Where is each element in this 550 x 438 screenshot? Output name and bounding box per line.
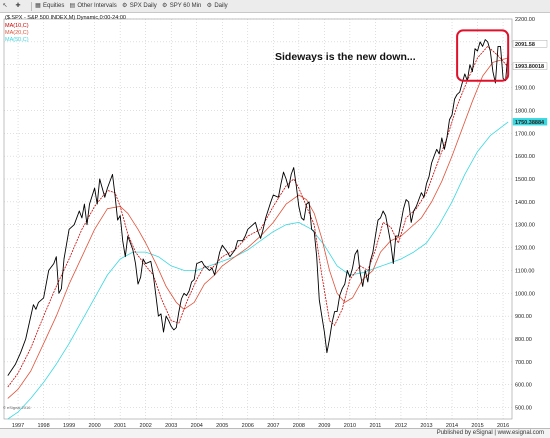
x-tick-label: 2014 [446, 423, 458, 428]
x-tick-label: 2006 [242, 423, 254, 428]
y-tick-label: 2200.00 [515, 17, 535, 23]
legend-entry: MA(10,C) [5, 23, 29, 29]
y-tick-label: 1200.00 [515, 246, 535, 252]
price-tag-label: 2091.58 [515, 42, 535, 48]
x-tick-label: 2000 [88, 423, 100, 428]
toolbar-item-other-intervals[interactable]: ▤ Other Intervals [69, 3, 117, 9]
toolbar-cursor-button[interactable]: ↖ [2, 3, 10, 9]
toolbar-item-label: Equities [43, 3, 65, 9]
chart-toolbar: ↖ ✚ ▦ Equities ▤ Other Intervals ⚙ SPX D… [0, 0, 550, 13]
x-tick-label: 2005 [216, 423, 228, 428]
price-labels: 2091.58 1993.80018 1750.38884 [512, 40, 548, 126]
price-tag-label: 1993.80018 [515, 64, 544, 70]
intervals-icon: ▤ [69, 3, 76, 9]
series-layer [7, 39, 509, 420]
chart-annotation: Sideways is the new down... [275, 51, 416, 63]
toolbar-separator [31, 1, 32, 11]
x-tick-label: 2013 [420, 423, 432, 428]
x-tick-label: 2012 [395, 423, 407, 428]
x-axis: 1997 1998 1999 2000 2001 2002 2003 2004 2005 2006… [12, 423, 509, 429]
x-tick-label: 1998 [37, 423, 49, 428]
gear-icon: ⚙ [122, 3, 128, 9]
chart-frame: 500.00 600.00 700.00 800.00 900.00 1000.00 110… [0, 13, 550, 429]
x-tick-label: 1997 [12, 423, 24, 428]
x-tick-label: 1999 [63, 423, 75, 428]
cursor-icon: ↖ [2, 3, 8, 9]
y-tick-label: 1900.00 [515, 86, 535, 92]
legend-entry: MA(50,C) [5, 37, 29, 43]
toolbar-item-label: SPY 60 Min [169, 3, 202, 9]
toolbar-item-daily[interactable]: ⚙ Daily [206, 3, 228, 9]
toolbar-item-label: Other Intervals [77, 3, 117, 9]
gear-icon: ⚙ [162, 3, 168, 9]
crosshair-icon: ✚ [15, 3, 21, 9]
x-tick-label: 2011 [370, 423, 382, 428]
watermark: © eSignal 2016 [3, 405, 31, 410]
x-tick-label: 2010 [344, 423, 356, 428]
price-chart[interactable]: 500.00 600.00 700.00 800.00 900.00 1000.00 110… [0, 13, 550, 429]
plot-border [3, 18, 513, 420]
x-tick-label: 2004 [191, 423, 203, 428]
x-tick-label: 2007 [267, 423, 279, 428]
y-tick-label: 1100.00 [515, 268, 534, 274]
y-tick-label: 500.00 [515, 406, 532, 412]
toolbar-crosshair-button[interactable]: ✚ [15, 3, 23, 9]
series-line-ma-10-c [7, 46, 509, 388]
y-tick-label: 1600.00 [515, 154, 535, 160]
x-tick-label: 2016 [497, 423, 509, 428]
toolbar-item-label: Daily [214, 3, 228, 9]
price-tag: 1993.80018 [512, 62, 548, 70]
series-line-ma-50-c [7, 121, 509, 420]
toolbar-item-label: SPX Daily [129, 3, 157, 9]
highlight-box [456, 29, 510, 82]
publisher-credit: Published by eSignal | www.esignal.com [436, 430, 544, 436]
y-tick-label: 1400.00 [515, 200, 535, 206]
toolbar-item-spy-60min[interactable]: ⚙ SPY 60 Min [162, 3, 202, 9]
y-axis: 500.00 600.00 700.00 800.00 900.00 1000.00 110… [515, 17, 535, 412]
chart-grid [3, 18, 513, 420]
legend-entry: MA(20,C) [5, 30, 29, 36]
y-tick-label: 1700.00 [515, 131, 535, 137]
price-tag: 1750.38884 [512, 118, 548, 126]
x-tick-label: 2015 [471, 423, 483, 428]
chart-legend: MA(10,C)MA(20,C)MA(50,C) [5, 23, 29, 43]
y-tick-label: 600.00 [515, 383, 532, 389]
price-tag: 2091.58 [512, 40, 548, 48]
y-tick-label: 1000.00 [515, 291, 535, 297]
gear-icon: ⚙ [206, 3, 212, 9]
series-line-s-p-500 [7, 39, 509, 376]
y-tick-label: 1500.00 [515, 177, 535, 183]
chart-title: ($.SPX - S&P 500 INDEX,M) Dynamic,0:00-2… [5, 15, 126, 21]
toolbar-item-equities[interactable]: ▦ Equities [35, 3, 64, 9]
x-tick-label: 2008 [293, 423, 305, 428]
price-tag-label: 1750.38884 [515, 120, 545, 126]
toolbar-item-spx-daily[interactable]: ⚙ SPX Daily [122, 3, 157, 9]
y-tick-label: 1300.00 [515, 223, 535, 229]
x-tick-label: 2001 [114, 423, 126, 428]
price-tag-box [512, 118, 548, 126]
y-tick-label: 1800.00 [515, 108, 535, 114]
x-tick-label: 2009 [318, 423, 330, 428]
y-tick-label: 900.00 [515, 314, 532, 320]
x-tick-label: 2003 [165, 423, 177, 428]
equities-icon: ▦ [35, 3, 41, 9]
series-line-ma-20-c [7, 57, 509, 399]
y-tick-label: 800.00 [515, 337, 532, 343]
footer: Published by eSignal | www.esignal.com [0, 428, 550, 438]
y-tick-label: 700.00 [515, 360, 532, 366]
x-tick-label: 2002 [140, 423, 152, 428]
price-tag-box [512, 40, 548, 48]
price-tag-box [512, 62, 548, 70]
